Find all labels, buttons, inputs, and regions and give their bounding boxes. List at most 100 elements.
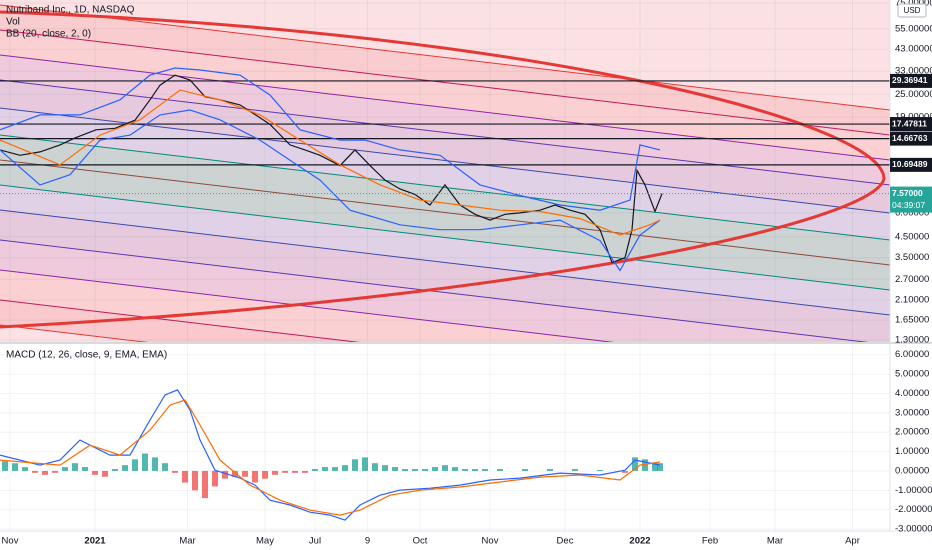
- histogram-bar: [222, 470, 228, 479]
- histogram-bar: [232, 470, 238, 477]
- pitchfork-band: [0, 210, 890, 342]
- histogram-bar: [497, 469, 503, 471]
- histogram-bar: [657, 463, 663, 471]
- histogram-bar: [412, 469, 418, 471]
- level-label: 29.36941: [892, 75, 928, 85]
- histogram-bar: [182, 470, 188, 483]
- histogram-bar: [462, 469, 468, 471]
- histogram-bar: [142, 453, 148, 471]
- level-label-box: [890, 117, 932, 132]
- histogram-bar: [62, 467, 68, 471]
- histogram-bar: [52, 470, 58, 473]
- bollinger-line: [0, 67, 661, 211]
- pitchfork-line: [0, 4, 890, 111]
- y-tick-label: 43.00000: [895, 44, 932, 55]
- pitchfork-line: [0, 184, 890, 291]
- price-pane: [0, 0, 890, 342]
- y-tick-label: 0.00000: [895, 465, 929, 476]
- histogram-bar: [152, 457, 158, 471]
- level-label-box: [890, 131, 932, 146]
- histogram-bar: [252, 470, 258, 483]
- macd-line: [0, 389, 661, 521]
- histogram-bar: [402, 469, 408, 471]
- pitchfork-band: [0, 30, 890, 160]
- countdown: 04:39:07: [892, 200, 925, 210]
- x-tick-label: May: [256, 536, 274, 547]
- y-tick-label: 2.70000: [895, 274, 929, 285]
- pitchfork-line: [0, 209, 890, 316]
- level-label: 10.69489: [892, 159, 928, 169]
- x-tick-label: Feb: [702, 536, 718, 547]
- macd-pane: [0, 345, 890, 531]
- x-tick-label: Dec: [557, 536, 574, 547]
- bollinger-line: [0, 109, 661, 272]
- histogram-bar: [112, 469, 118, 471]
- y-tick-label: 2.10000: [895, 295, 929, 306]
- y-tick-label: 4.50000: [895, 231, 929, 242]
- histogram-bar: [192, 470, 198, 491]
- y-tick-label: -1.00000: [895, 485, 932, 496]
- pitchfork-line: [0, 134, 890, 241]
- pitchfork: [0, 4, 890, 342]
- y-tick-label: 33.00000: [895, 66, 932, 77]
- histogram-bar: [572, 469, 578, 471]
- x-tick-label: Nov: [482, 536, 499, 547]
- histogram-bar: [242, 470, 248, 477]
- histogram-bar: [442, 465, 448, 471]
- histogram-bar: [262, 470, 268, 479]
- histogram-bar: [172, 470, 178, 473]
- currency[interactable]: USD: [904, 6, 921, 15]
- pitchfork-band: [0, 55, 890, 185]
- x-tick-label: Apr: [845, 536, 860, 547]
- y-tick-label: 55.00000: [895, 23, 932, 34]
- histogram-bar: [622, 470, 628, 473]
- histogram-bar: [22, 467, 28, 471]
- bollinger-line: [0, 89, 661, 236]
- currency-box[interactable]: [897, 3, 927, 18]
- histogram-bar: [392, 467, 398, 471]
- histogram-bar: [452, 467, 458, 471]
- y-tick-label: 4.00000: [895, 388, 929, 399]
- histogram-bar: [632, 457, 638, 471]
- pitchfork-band: [0, 185, 890, 315]
- histogram-bar: [292, 470, 298, 473]
- pitchfork-line: [0, 269, 615, 342]
- histogram-bar: [132, 459, 138, 471]
- y-tick-label: 1.30000: [895, 335, 929, 346]
- y-tick-label: 1.00000: [895, 446, 929, 457]
- pitchfork-line: [0, 239, 869, 342]
- x-tick-label: Oct: [413, 536, 428, 547]
- y-tick-label: -2.00000: [895, 504, 932, 515]
- x-tick-label: Mar: [179, 536, 195, 547]
- histogram-bar: [122, 465, 128, 471]
- histogram-bar: [2, 461, 8, 471]
- last-price-box: [890, 186, 932, 213]
- histogram-bar: [382, 465, 388, 471]
- y-tick-label: 6.00000: [895, 207, 929, 218]
- histogram-bar: [597, 469, 603, 471]
- bb-legend: BB (20, close, 2, 0): [6, 29, 91, 40]
- level-label-box: [890, 73, 932, 88]
- y-tick-label: 1.65000: [895, 315, 929, 326]
- x-tick-label: Nov: [2, 536, 19, 547]
- histogram-bar: [72, 463, 78, 471]
- pitchfork-line: [0, 79, 890, 186]
- histogram-bar: [432, 467, 438, 471]
- histogram-bar: [82, 467, 88, 471]
- level-label: 14.66763: [892, 133, 928, 143]
- histogram-bar: [372, 463, 378, 471]
- volume-legend: Vol: [6, 17, 20, 28]
- histogram-bar: [642, 459, 648, 471]
- x-tick-label: Mar: [767, 536, 783, 547]
- histogram-bar: [652, 463, 658, 471]
- histogram-bar: [272, 470, 278, 475]
- level-label-box: [890, 157, 932, 172]
- histogram-bar: [482, 469, 488, 471]
- y-tick-label: 3.00000: [895, 407, 929, 418]
- signal-line: [0, 399, 661, 516]
- histogram-bar: [302, 470, 308, 473]
- histogram-bar: [332, 467, 338, 471]
- histogram-bar: [202, 470, 208, 499]
